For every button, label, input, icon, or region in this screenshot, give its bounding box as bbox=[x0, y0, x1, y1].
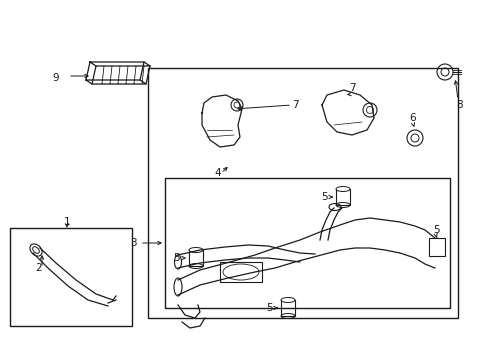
Bar bbox=[164, 178, 449, 308]
Text: 5: 5 bbox=[432, 225, 438, 235]
Ellipse shape bbox=[281, 297, 294, 302]
Text: 3: 3 bbox=[129, 238, 136, 248]
Text: 9: 9 bbox=[53, 73, 59, 83]
Bar bbox=[10, 228, 132, 326]
Text: 8: 8 bbox=[456, 100, 462, 110]
Text: 7: 7 bbox=[291, 100, 298, 110]
Text: 5: 5 bbox=[266, 303, 272, 313]
Text: 5: 5 bbox=[173, 253, 180, 263]
Ellipse shape bbox=[335, 186, 349, 192]
Bar bbox=[148, 68, 457, 318]
Bar bbox=[281, 300, 294, 316]
Text: 2: 2 bbox=[35, 263, 42, 273]
Bar bbox=[189, 250, 203, 266]
Bar bbox=[428, 238, 444, 256]
Bar bbox=[220, 262, 262, 282]
Text: 4: 4 bbox=[214, 168, 221, 178]
Text: 6: 6 bbox=[409, 113, 415, 123]
Text: 1: 1 bbox=[63, 217, 70, 227]
Ellipse shape bbox=[189, 248, 203, 252]
Bar bbox=[335, 189, 349, 205]
Text: 7: 7 bbox=[348, 83, 355, 93]
Text: 5: 5 bbox=[321, 192, 327, 202]
